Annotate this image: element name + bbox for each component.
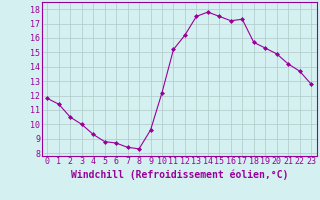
X-axis label: Windchill (Refroidissement éolien,°C): Windchill (Refroidissement éolien,°C): [70, 169, 288, 180]
